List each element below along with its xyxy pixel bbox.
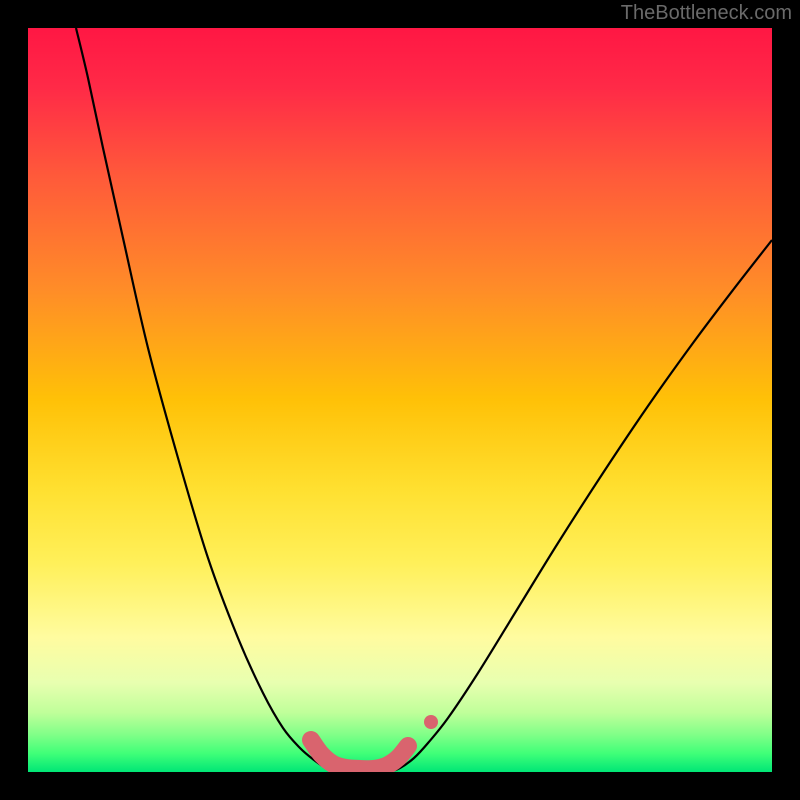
marker-dot [424, 715, 438, 729]
watermark-text: TheBottleneck.com [621, 2, 792, 25]
chart-svg [28, 28, 772, 772]
chart-container: TheBottleneck.com [0, 0, 800, 800]
gradient-background [28, 28, 772, 772]
chart-area [28, 28, 772, 772]
